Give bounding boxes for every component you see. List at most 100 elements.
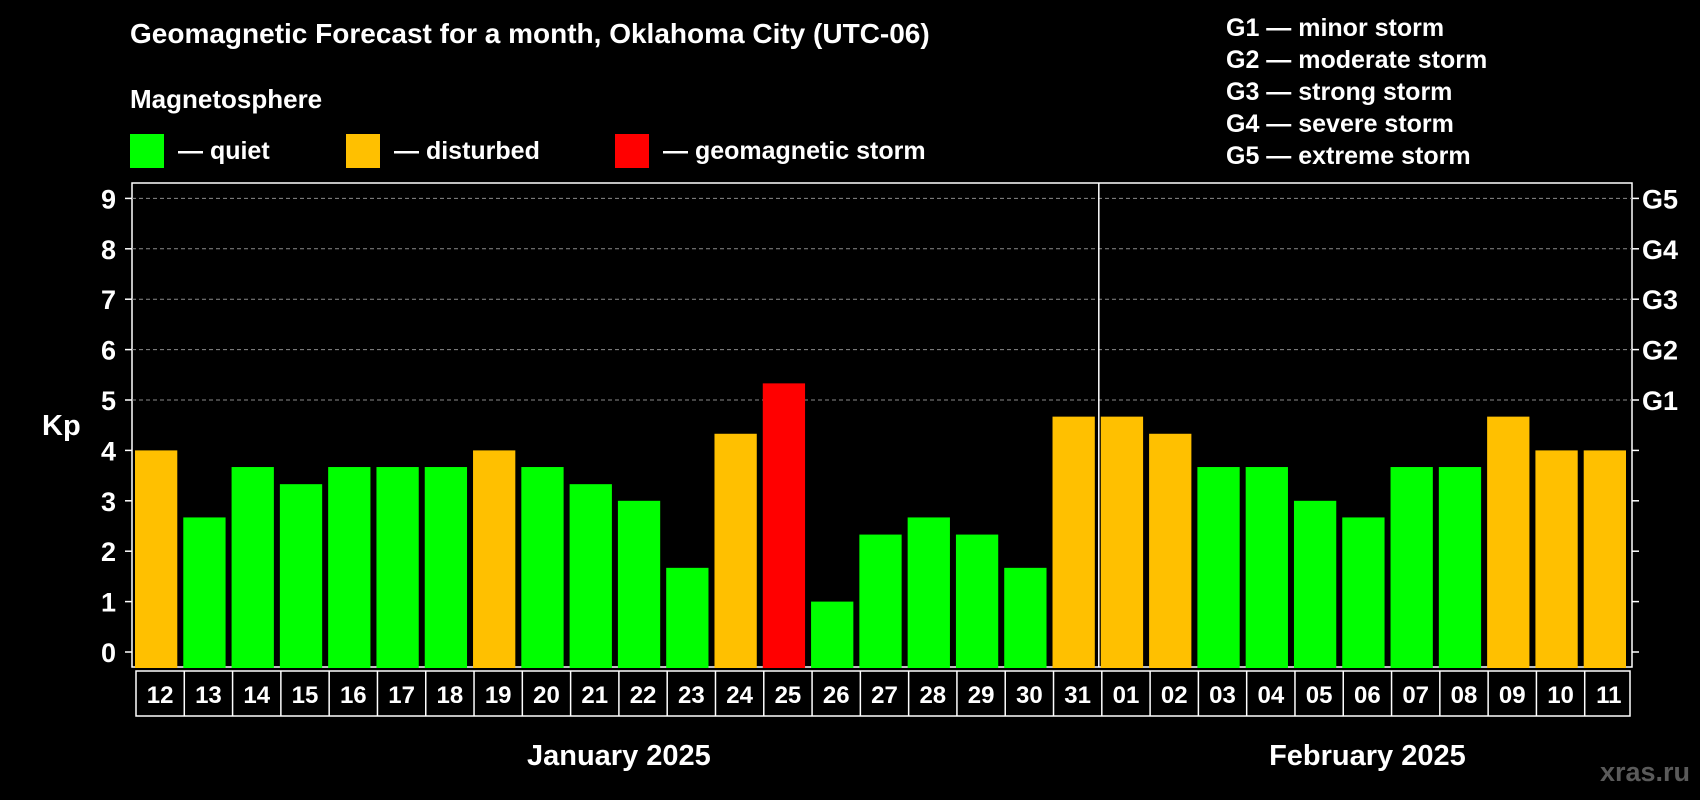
kp-bar <box>762 383 806 668</box>
x-tick-label: 11 <box>1596 682 1621 709</box>
x-tick-label: 19 <box>485 682 512 709</box>
x-tick-label: 09 <box>1499 682 1526 709</box>
kp-bar <box>135 450 178 668</box>
x-tick-label: 30 <box>1016 682 1043 709</box>
y-tick-label: 5 <box>101 386 116 416</box>
y-axis-label: Kp <box>42 410 81 442</box>
x-tick-label: 23 <box>678 682 705 709</box>
kp-bar <box>1535 450 1578 668</box>
legend-item-storm: — geomagnetic storm <box>615 134 926 168</box>
g-level-label: G3 <box>1642 285 1678 315</box>
y-tick-label: 7 <box>101 285 116 315</box>
x-tick-label: 29 <box>968 682 995 709</box>
x-tick-label: 26 <box>823 682 850 709</box>
y-tick-label: 3 <box>101 487 116 517</box>
kp-bar <box>1342 517 1385 668</box>
x-tick-label: 20 <box>533 682 560 709</box>
kp-bar <box>521 467 564 668</box>
x-tick-label: 01 <box>1113 682 1140 709</box>
kp-bar <box>569 484 612 668</box>
kp-bar <box>473 450 516 668</box>
kp-bar <box>811 601 854 668</box>
x-tick-label: 14 <box>243 682 270 709</box>
legend-label-disturbed: — disturbed <box>394 136 540 165</box>
x-tick-label: 12 <box>147 682 174 709</box>
x-tick-label: 10 <box>1547 682 1574 709</box>
watermark: xras.ru <box>1599 757 1690 787</box>
kp-bar <box>1438 467 1482 668</box>
chart-title: Geomagnetic Forecast for a month, Oklaho… <box>130 18 930 49</box>
x-tick-label: 05 <box>1306 682 1333 709</box>
legend-item-quiet: — quiet <box>130 134 270 168</box>
disturbed-swatch <box>346 134 380 168</box>
kp-bar <box>617 500 661 668</box>
kp-bar <box>183 517 226 668</box>
x-tick-label: 17 <box>388 682 415 709</box>
kp-bar <box>1052 416 1095 668</box>
kp-bar <box>666 567 709 668</box>
storm-scale-g4: G4 — severe storm <box>1226 110 1454 138</box>
x-tick-label: 21 <box>581 682 608 709</box>
y-tick-label: 8 <box>101 235 116 265</box>
kp-bar <box>1487 416 1530 668</box>
kp-bar <box>1583 450 1626 668</box>
x-tick-label: 25 <box>775 682 802 709</box>
kp-bar <box>279 484 323 668</box>
y-tick-label: 0 <box>101 638 116 668</box>
kp-bar <box>859 534 902 668</box>
storm-swatch <box>615 134 649 168</box>
y-tick-label: 9 <box>101 184 116 214</box>
x-tick-label: 08 <box>1451 682 1478 709</box>
x-tick-label: 28 <box>919 682 946 709</box>
month-label: January 2025 <box>527 740 711 772</box>
y-tick-label: 4 <box>101 436 116 466</box>
kp-bar <box>328 467 371 668</box>
storm-scale-g3: G3 — strong storm <box>1226 78 1453 106</box>
storm-scale-g5: G5 — extreme storm <box>1226 142 1471 170</box>
g-level-label: G4 <box>1642 235 1678 265</box>
kp-bar <box>1149 433 1192 668</box>
x-tick-label: 27 <box>871 682 898 709</box>
g-level-label: G5 <box>1642 184 1678 214</box>
kp-bar <box>1004 567 1047 668</box>
x-tick-label: 06 <box>1354 682 1381 709</box>
y-tick-label: 1 <box>101 588 116 618</box>
x-tick-label: 04 <box>1257 682 1284 709</box>
x-tick-label: 03 <box>1209 682 1236 709</box>
x-tick-label: 07 <box>1402 682 1429 709</box>
x-tick-label: 02 <box>1161 682 1188 709</box>
x-tick-label: 31 <box>1064 682 1091 709</box>
kp-bar <box>1100 416 1144 668</box>
kp-bar <box>907 517 950 668</box>
x-tick-label: 18 <box>437 682 464 709</box>
kp-bar <box>955 534 999 668</box>
kp-bar <box>376 467 419 668</box>
x-tick-label: 13 <box>195 682 222 709</box>
kp-bar <box>1197 467 1240 668</box>
quiet-swatch <box>130 134 164 168</box>
x-tick-label: 15 <box>292 682 319 709</box>
kp-bar <box>1245 467 1288 668</box>
x-tick-label: 22 <box>630 682 657 709</box>
legend-label-quiet: — quiet <box>178 136 270 165</box>
kp-bar <box>424 467 468 668</box>
kp-bar <box>1293 500 1337 668</box>
kp-bar <box>231 467 274 668</box>
y-tick-label: 2 <box>101 537 116 567</box>
storm-scale-legend: G1 — minor storm G2 — moderate storm G3 … <box>1226 12 1487 172</box>
storm-scale-g2: G2 — moderate storm <box>1226 46 1488 74</box>
magnetosphere-label: Magnetosphere <box>130 84 323 114</box>
month-label: February 2025 <box>1269 740 1466 772</box>
legend-label-storm: — geomagnetic storm <box>663 136 926 165</box>
legend-item-disturbed: — disturbed <box>346 134 540 168</box>
kp-bar <box>1390 467 1433 668</box>
g-level-label: G1 <box>1642 386 1678 416</box>
day-box-frame <box>135 670 1631 717</box>
x-tick-label: 16 <box>340 682 367 709</box>
g-level-label: G2 <box>1642 336 1678 366</box>
storm-scale-g1: G1 — minor storm <box>1226 14 1445 42</box>
y-tick-label: 6 <box>101 336 116 366</box>
x-tick-label: 24 <box>726 682 753 709</box>
kp-bar <box>714 433 757 668</box>
